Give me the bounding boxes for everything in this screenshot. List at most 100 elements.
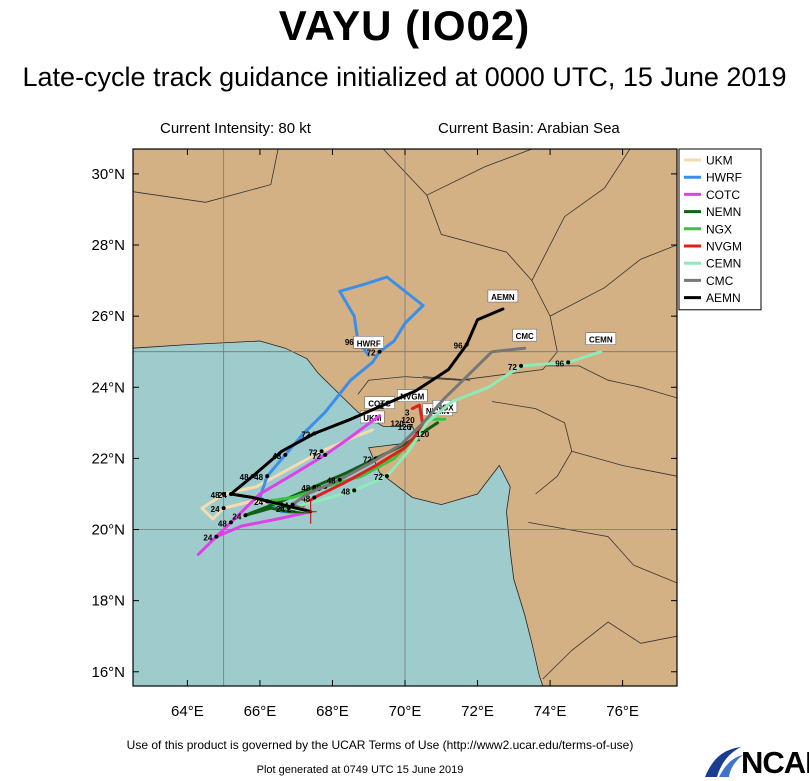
track-end-box <box>364 396 395 409</box>
current-intensity: Current Intensity: 80 kt <box>160 120 311 137</box>
border-line <box>549 244 677 317</box>
track-point <box>228 491 233 496</box>
track-point <box>221 506 226 511</box>
track-point <box>221 491 226 496</box>
legend-label: HWRF <box>706 171 742 185</box>
border-line <box>528 522 677 584</box>
y-tick-label: 16°N <box>91 664 125 681</box>
border-line <box>571 450 677 477</box>
legend-item-aemn: AEMN <box>684 291 741 305</box>
track-hour-label: 72 <box>367 349 376 358</box>
x-tick-label: 66°E <box>244 703 277 720</box>
track-point <box>312 484 317 489</box>
y-tick-label: 30°N <box>91 166 125 183</box>
track-hour-label: 48 <box>211 491 220 500</box>
ncar-logo-swoosh-icon <box>705 747 743 777</box>
track-hour-label: 96 <box>345 338 354 347</box>
border-line <box>546 365 677 399</box>
track-point <box>566 360 571 365</box>
track-hour-label: 120 <box>398 423 412 432</box>
track-hour-label: 72 <box>309 448 318 457</box>
track-point <box>283 452 288 457</box>
track-hour-label: 96 <box>555 359 564 368</box>
track-end-label: HWRF <box>357 339 381 348</box>
track-ukm <box>200 428 374 521</box>
border-line <box>491 401 573 495</box>
track-hour-label: 72 <box>374 473 383 482</box>
legend-item-cmc: CMC <box>684 274 734 288</box>
track-point <box>243 513 248 518</box>
track-hour-label: 72 <box>312 452 321 461</box>
track-point <box>214 534 219 539</box>
track-cmc <box>291 346 527 514</box>
y-tick-label: 28°N <box>91 237 125 254</box>
track-end-box <box>512 328 537 342</box>
track-point <box>265 474 270 479</box>
track-hour-label: 24 <box>276 505 285 514</box>
legend-item-nemn: NEMN <box>684 205 741 219</box>
track-hour-label: 48 <box>301 484 310 493</box>
track-end-label: UKM <box>363 414 382 423</box>
legend-item-ngx: NGX <box>684 222 732 236</box>
track-hour-label: 24 <box>211 505 220 514</box>
track-aemn <box>229 307 505 514</box>
x-tick-label: 74°E <box>534 703 567 720</box>
border-line <box>133 149 279 203</box>
track-hour-label: 48 <box>254 473 263 482</box>
track-end-box <box>353 336 384 349</box>
track-hour-label: 72 <box>363 455 372 464</box>
ncar-logo-text: NCAR <box>741 745 809 780</box>
border-line <box>531 149 631 281</box>
x-tick-label: 68°E <box>316 703 349 720</box>
ncar-logo: NCAR <box>703 743 809 780</box>
terms-of-use-footer: Use of this product is governed by the U… <box>126 738 634 752</box>
track-point <box>337 477 342 482</box>
track-hour-label: 7 <box>409 423 414 432</box>
track-end-box <box>585 332 617 345</box>
track-hour-label: 120 <box>390 419 404 428</box>
legend-label: CEMN <box>706 257 741 271</box>
border-line <box>542 621 677 680</box>
track-point <box>323 452 328 457</box>
border-line <box>426 149 533 196</box>
track-point <box>519 363 524 368</box>
legend-label: NGX <box>706 222 732 236</box>
border-line <box>274 149 276 150</box>
border-line <box>357 149 558 395</box>
track-end-label: NVGM <box>400 393 424 402</box>
x-tick-label: 70°E <box>389 703 422 720</box>
y-tick-label: 18°N <box>91 593 125 610</box>
track-end-label: CMC <box>516 332 534 341</box>
legend-label: NVGM <box>706 240 742 254</box>
track-hour-label: 96 <box>454 342 463 351</box>
track-hour-label: 48 <box>327 477 336 486</box>
track-point <box>319 449 324 454</box>
track-point <box>352 488 357 493</box>
track-hour-label: 24 <box>203 534 212 543</box>
x-tick-label: 64°E <box>171 703 204 720</box>
track-point <box>464 342 469 347</box>
storm-title: VAYU (IO02) <box>278 2 531 49</box>
legend-item-nvgm: NVGM <box>684 240 742 254</box>
plot-generated-timestamp: Plot generated at 0749 UTC 15 June 2019 <box>256 764 464 776</box>
track-cotc <box>196 414 382 556</box>
y-tick-label: 22°N <box>91 450 125 467</box>
legend-label: AEMN <box>706 291 741 305</box>
legend-item-ukm: UKM <box>684 154 733 168</box>
track-hour-label: 48 <box>218 519 227 528</box>
plot-subtitle: Late-cycle track guidance initialized at… <box>22 62 787 92</box>
track-hour-label: 48 <box>240 473 249 482</box>
x-tick-label: 72°E <box>461 703 494 720</box>
current-basin: Current Basin: Arabian Sea <box>438 120 620 137</box>
track-end-label: AEMN <box>491 293 515 302</box>
track-end-box <box>397 389 428 402</box>
map-geography <box>133 149 677 686</box>
legend-label: COTC <box>706 188 740 202</box>
track-hour-label: 1 <box>380 402 385 411</box>
forecast-tracks: 244872UKM48489672HWRF244872COTC244872NEM… <box>196 275 617 556</box>
track-hour-label: 24 <box>218 491 227 500</box>
track-point <box>228 520 233 525</box>
y-tick-label: 26°N <box>91 308 125 325</box>
y-tick-label: 20°N <box>91 522 125 539</box>
